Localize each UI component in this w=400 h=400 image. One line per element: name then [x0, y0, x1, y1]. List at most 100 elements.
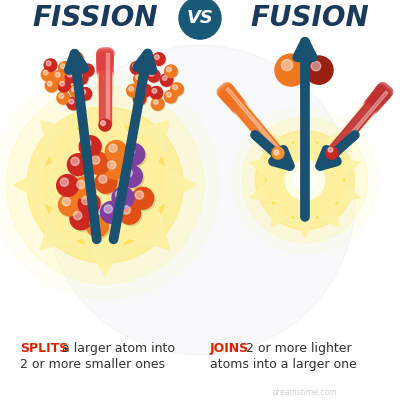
- Circle shape: [86, 215, 108, 237]
- Circle shape: [58, 92, 70, 105]
- Text: atoms into a larger one: atoms into a larger one: [210, 358, 357, 370]
- Polygon shape: [14, 94, 196, 276]
- Circle shape: [134, 94, 147, 106]
- Circle shape: [281, 60, 292, 71]
- Circle shape: [60, 196, 82, 217]
- Circle shape: [126, 147, 134, 155]
- Text: VS: VS: [186, 9, 214, 27]
- Text: 2 or more lighter: 2 or more lighter: [242, 342, 352, 354]
- Circle shape: [45, 79, 58, 92]
- Polygon shape: [226, 88, 281, 152]
- Circle shape: [72, 53, 84, 66]
- Polygon shape: [250, 122, 360, 238]
- Circle shape: [107, 142, 129, 164]
- Circle shape: [81, 64, 94, 77]
- Circle shape: [160, 74, 173, 86]
- Circle shape: [133, 92, 146, 105]
- Text: FISSION: FISSION: [32, 4, 158, 32]
- Circle shape: [272, 147, 284, 159]
- Circle shape: [44, 59, 57, 72]
- Circle shape: [141, 60, 146, 65]
- Circle shape: [122, 206, 130, 214]
- Circle shape: [65, 70, 78, 83]
- Circle shape: [127, 84, 139, 97]
- Circle shape: [90, 219, 98, 227]
- Circle shape: [41, 68, 54, 81]
- Circle shape: [265, 140, 344, 220]
- Circle shape: [88, 217, 110, 239]
- Circle shape: [71, 157, 79, 166]
- Circle shape: [68, 98, 80, 111]
- Circle shape: [69, 99, 74, 104]
- Circle shape: [166, 92, 171, 97]
- Circle shape: [99, 119, 111, 131]
- Circle shape: [81, 137, 103, 159]
- Circle shape: [275, 54, 307, 86]
- Circle shape: [109, 144, 117, 152]
- Circle shape: [326, 147, 338, 159]
- Circle shape: [91, 156, 100, 164]
- Circle shape: [71, 52, 83, 65]
- Circle shape: [97, 173, 119, 195]
- Circle shape: [161, 74, 174, 87]
- Circle shape: [43, 123, 168, 248]
- Circle shape: [131, 63, 144, 75]
- Text: SPLITS: SPLITS: [20, 342, 68, 354]
- Circle shape: [88, 152, 110, 174]
- Polygon shape: [250, 122, 360, 238]
- Circle shape: [274, 150, 279, 155]
- Circle shape: [81, 90, 86, 94]
- Circle shape: [78, 193, 100, 215]
- Text: JOINS: JOINS: [210, 342, 249, 354]
- Circle shape: [179, 0, 221, 39]
- Circle shape: [90, 154, 111, 176]
- Circle shape: [148, 70, 161, 83]
- Polygon shape: [220, 86, 282, 157]
- Text: FUSION: FUSION: [250, 4, 369, 32]
- Circle shape: [124, 145, 146, 167]
- Circle shape: [104, 157, 126, 179]
- Circle shape: [57, 174, 78, 196]
- Circle shape: [141, 86, 146, 91]
- Circle shape: [123, 144, 144, 165]
- Circle shape: [232, 108, 378, 253]
- Circle shape: [153, 100, 158, 104]
- Circle shape: [120, 204, 142, 226]
- Circle shape: [77, 180, 85, 189]
- Circle shape: [75, 178, 97, 200]
- Circle shape: [172, 84, 184, 96]
- Circle shape: [45, 60, 58, 72]
- Circle shape: [147, 69, 160, 82]
- Circle shape: [124, 169, 132, 177]
- Circle shape: [154, 55, 159, 60]
- Circle shape: [140, 59, 153, 72]
- Polygon shape: [14, 94, 196, 276]
- Circle shape: [152, 53, 165, 65]
- Circle shape: [134, 189, 155, 211]
- Circle shape: [135, 191, 144, 199]
- Polygon shape: [106, 53, 109, 125]
- Circle shape: [128, 85, 140, 98]
- Circle shape: [75, 72, 88, 84]
- Circle shape: [152, 88, 157, 93]
- Circle shape: [73, 177, 95, 199]
- Circle shape: [171, 83, 183, 96]
- Circle shape: [120, 165, 142, 187]
- Text: 2 or more smaller ones: 2 or more smaller ones: [20, 358, 165, 370]
- Circle shape: [80, 88, 92, 101]
- Circle shape: [58, 79, 70, 92]
- Circle shape: [82, 65, 95, 78]
- Circle shape: [79, 136, 101, 158]
- Circle shape: [285, 160, 325, 200]
- Circle shape: [45, 45, 355, 355]
- Circle shape: [69, 155, 91, 177]
- Circle shape: [164, 90, 177, 103]
- Circle shape: [139, 58, 152, 71]
- Circle shape: [59, 94, 64, 98]
- Circle shape: [83, 139, 91, 148]
- Circle shape: [162, 76, 167, 80]
- Circle shape: [71, 86, 83, 98]
- Circle shape: [102, 203, 124, 225]
- Circle shape: [77, 74, 82, 78]
- Circle shape: [135, 74, 147, 86]
